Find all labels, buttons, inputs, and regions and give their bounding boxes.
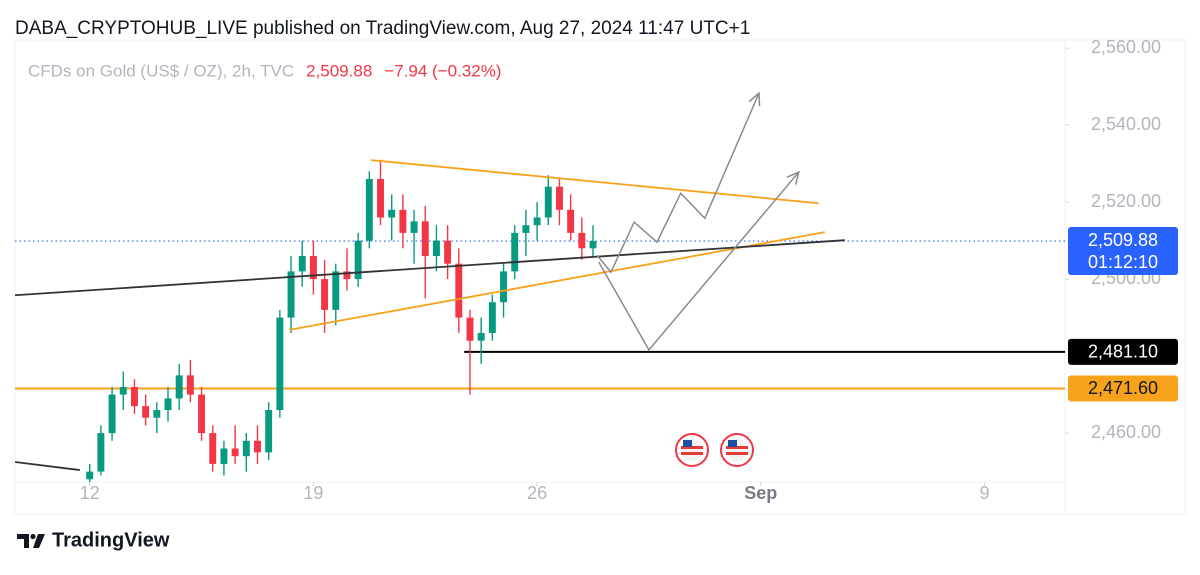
candle-body [421,221,429,256]
level-label: 2,481.10 [1088,342,1158,362]
legend-change: −7.94 (−0.32%) [384,61,501,80]
candle-body [533,217,541,226]
candle-body [522,225,530,233]
candle-body [97,433,105,472]
trend-line [289,231,825,331]
plot-area [15,91,1065,482]
candle-body [86,471,94,480]
event-icon[interactable] [675,433,709,467]
candle-body [377,178,384,218]
candle-body [455,263,463,318]
candle-body [432,240,440,256]
candle-body [209,433,217,464]
candle-body [130,386,138,407]
candle-body [164,398,172,411]
candle-body [332,271,340,310]
candle-body [198,394,206,434]
candle-body [231,448,239,457]
price-label: 2,509.88 [1088,230,1158,250]
trend-line [15,239,845,297]
x-tick-label: 9 [979,483,989,503]
arrow-head [748,91,761,107]
forecast-arrow [598,171,800,352]
y-tick-label: 2,540.00 [1091,114,1161,134]
candle-body [544,186,552,218]
header-title: DABA_CRYPTOHUB_LIVE published on Trading… [15,18,750,39]
candle-body [477,332,485,341]
level-label-box [1068,338,1178,365]
candle-body [388,209,396,218]
candle-body [298,255,306,272]
price-label-box [1068,227,1178,276]
candle-body [410,221,418,233]
candle-body [578,232,586,249]
y-tick-label: 2,520.00 [1091,191,1161,211]
candle-body [589,241,597,249]
candle-body [142,406,150,418]
arrow-head [786,170,800,185]
trend-line [371,159,819,205]
candle-body [287,271,295,318]
event-icon[interactable] [720,433,754,467]
candle-body [265,410,273,453]
y-tick-label: 2,560.00 [1091,37,1161,57]
candle-body [399,209,407,233]
brand-name: TradingView [52,529,170,551]
chart-frame [14,39,1186,515]
candle-body [220,448,228,464]
x-tick-label: Sep [744,483,777,503]
candle-body [108,394,116,434]
candle-body [511,232,519,272]
candle-body [276,317,284,411]
axes: 2,560.002,540.002,520.002,500.002,460.00… [80,37,1178,503]
y-tick-label: 2,460.00 [1091,422,1161,442]
candle-body [321,279,329,310]
candle-body [365,178,373,241]
symbol: CFDs on Gold (US$ / OZ), 2h, TVC [28,61,294,80]
level-label: 2,471.60 [1088,378,1158,398]
forecast-arrow [596,92,760,274]
candle-body [555,186,563,210]
candle-body [186,375,194,395]
candle-body [466,317,474,341]
candle-body [500,271,508,303]
x-tick-label: 19 [303,483,323,503]
brand-logo [17,533,45,548]
level-label-box [1068,375,1178,402]
candle-body [354,240,362,280]
candle-body [153,410,161,418]
candle-body [444,240,452,264]
candle-body [488,302,496,333]
x-tick-label: 12 [80,483,100,503]
countdown: 01:12:10 [1088,252,1158,272]
candle-body [175,375,183,399]
candle-body [242,440,250,457]
legend-price: 2,509.88 [306,61,372,80]
candle-body [254,440,261,453]
candle-body [119,386,127,395]
candle-body [309,255,317,280]
trend-line [15,461,80,471]
candle-body [567,209,575,233]
candle-body [343,271,351,280]
x-tick-label: 26 [527,483,547,503]
